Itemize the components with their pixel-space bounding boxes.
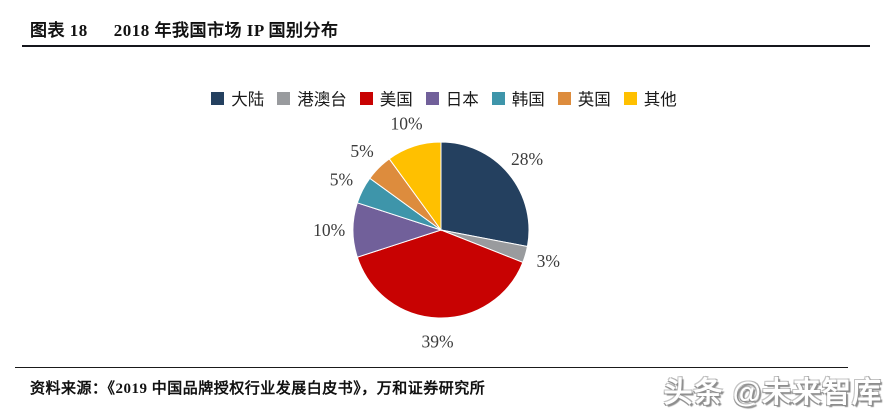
pie-label: 10% [390, 114, 422, 134]
legend-item-2: 港澳台 [277, 86, 347, 110]
pie-label: 5% [350, 141, 373, 161]
legend-swatch [491, 91, 505, 105]
legend-label: 其他 [643, 90, 677, 109]
watermark: 头条 @未来智库 [663, 377, 882, 409]
legend-label: 大陆 [231, 90, 265, 109]
figure-header: 图表 18 2018 年我国市场 IP 国别分布 [30, 16, 339, 41]
figure-label: 图表 18 [30, 21, 88, 40]
title-rule [22, 45, 870, 47]
legend-item-6: 英国 [557, 86, 611, 110]
footer-rule [15, 367, 848, 368]
legend-swatch [359, 91, 373, 105]
pie-label: 10% [313, 220, 345, 240]
legend-label: 英国 [577, 90, 611, 109]
legend-swatch [211, 91, 225, 105]
legend-label: 韩国 [511, 90, 545, 109]
legend-item-7: 其他 [623, 86, 677, 110]
source-note: 资料来源：《2019 中国品牌授权行业发展白皮书》，万和证券研究所 [30, 381, 486, 397]
pie-label: 5% [330, 169, 353, 189]
legend: 大陆 港澳台 美国 日本 韩国 英国 其他 [0, 86, 888, 110]
legend-label: 日本 [445, 90, 479, 109]
pie-chart: 28% 3% 39% 10% 5% 5% 10% [313, 114, 560, 352]
pie-label: 3% [537, 251, 560, 271]
legend-item-3: 美国 [359, 86, 413, 110]
legend-swatch [623, 91, 637, 105]
legend-label: 港澳台 [297, 90, 347, 109]
pie-slice-3 [356, 229, 524, 319]
legend-item-5: 韩国 [491, 86, 545, 110]
chart-area: 大陆 港澳台 美国 日本 韩国 英国 其他 28% 3% 39% 10% 5% 5% 10% [0, 50, 888, 362]
legend-item-4: 日本 [425, 86, 479, 110]
pie-label: 28% [511, 149, 543, 169]
legend-item-1: 大陆 [211, 86, 264, 110]
figure-title: 2018 年我国市场 IP 国别分布 [113, 21, 339, 40]
legend-swatch [557, 91, 571, 105]
legend-swatch [277, 91, 291, 105]
legend-swatch [425, 91, 439, 105]
pie-slice-7 [388, 141, 442, 232]
pie-slice-1 [440, 141, 530, 248]
pie-label: 39% [421, 332, 453, 352]
legend-label: 美国 [379, 90, 413, 109]
